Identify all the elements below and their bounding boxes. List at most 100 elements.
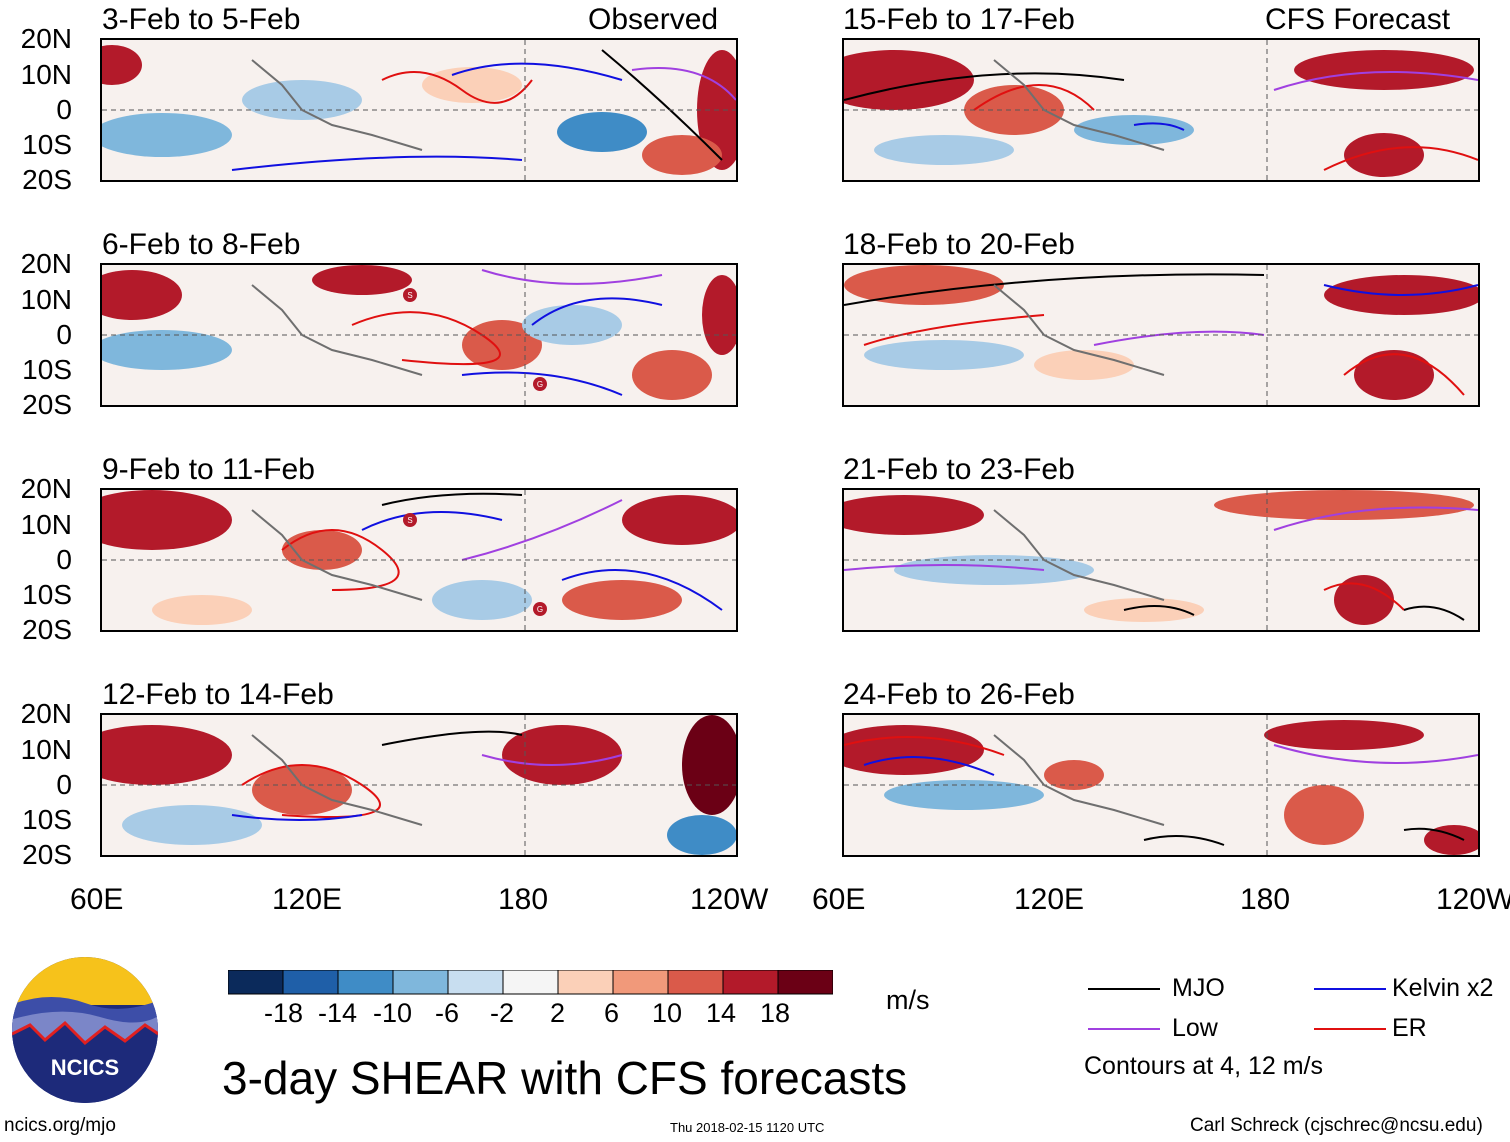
colorbar-swatch bbox=[282, 970, 339, 995]
colorbar-swatch bbox=[777, 970, 833, 995]
colorbar-tick: -2 bbox=[490, 998, 515, 1028]
colorbar-tick: 10 bbox=[652, 998, 683, 1028]
lat-label: 10N bbox=[20, 59, 72, 90]
colorbar-units: m/s bbox=[886, 985, 930, 1015]
lat-label: 10S bbox=[22, 579, 72, 610]
colorbar-tick: -18 bbox=[264, 998, 304, 1028]
storm-marker: S bbox=[403, 513, 417, 527]
lat-label: 20S bbox=[22, 839, 72, 870]
lat-label: 0 bbox=[56, 94, 72, 125]
storm-marker-label: S bbox=[407, 516, 412, 525]
lat-label: 10N bbox=[20, 284, 72, 315]
colorbar-tick: 2 bbox=[550, 998, 566, 1028]
panel-title: 18-Feb to 20-Feb bbox=[843, 228, 1075, 261]
lat-label: 0 bbox=[56, 319, 72, 350]
lat-label: 20N bbox=[20, 698, 72, 729]
lat-label: 20S bbox=[22, 614, 72, 645]
lon-label: 120E bbox=[1014, 883, 1085, 916]
panel-title: 15-Feb to 17-Feb bbox=[843, 3, 1075, 36]
logo-text: NCICS bbox=[51, 1055, 119, 1080]
storm-marker: G bbox=[533, 377, 547, 391]
lon-label: 120W bbox=[690, 883, 769, 916]
legend-label-low: Low bbox=[1172, 1014, 1218, 1042]
colorbar-swatch bbox=[392, 970, 449, 995]
lat-label: 20N bbox=[20, 473, 72, 504]
storm-marker: G bbox=[533, 602, 547, 616]
shear-field bbox=[844, 265, 1478, 405]
storm-marker-label: S bbox=[407, 291, 412, 300]
forecast-label: CFS Forecast bbox=[1265, 3, 1451, 36]
storm-marker-label: G bbox=[537, 605, 543, 614]
shear-field bbox=[844, 715, 1478, 855]
shear-map-forecast-4 bbox=[842, 713, 1480, 857]
legend-line-low bbox=[1088, 1028, 1160, 1030]
lon-label: 120W bbox=[1436, 883, 1510, 916]
lat-label: 20S bbox=[22, 164, 72, 195]
colorbar-swatch bbox=[447, 970, 504, 995]
legend-line-mjo bbox=[1088, 988, 1160, 990]
shear-map-observed-3: S G bbox=[100, 488, 738, 632]
colorbar-tick: -10 bbox=[373, 998, 413, 1028]
shear-map-observed-4 bbox=[100, 713, 738, 857]
lat-label: 10N bbox=[20, 734, 72, 765]
colorbar-tick: -14 bbox=[318, 998, 358, 1028]
lat-label: 20N bbox=[20, 23, 72, 54]
colorbar-swatch bbox=[722, 970, 779, 995]
colorbar-swatch bbox=[557, 970, 614, 995]
colorbar-tick: 14 bbox=[706, 998, 737, 1028]
legend-label-kelvin: Kelvin x2 bbox=[1392, 974, 1494, 1002]
lon-label: 60E bbox=[812, 883, 866, 916]
lon-label: 180 bbox=[498, 883, 549, 916]
lat-label: 0 bbox=[56, 544, 72, 575]
shear-field: S G bbox=[102, 265, 736, 405]
panel-title: 6-Feb to 8-Feb bbox=[102, 228, 301, 261]
lat-label: 20N bbox=[20, 248, 72, 279]
shear-field: S G bbox=[102, 490, 736, 630]
lat-label: 10S bbox=[22, 129, 72, 160]
lat-label: 20S bbox=[22, 389, 72, 420]
colorbar-swatch bbox=[337, 970, 394, 995]
colorbar-tick: 18 bbox=[760, 998, 791, 1028]
colorbar-swatch bbox=[612, 970, 669, 995]
lon-label: 180 bbox=[1240, 883, 1291, 916]
author-credit: Carl Schreck (cjschrec@ncsu.edu) bbox=[1190, 1115, 1483, 1136]
shear-map-forecast-3 bbox=[842, 488, 1480, 632]
shear-map-observed-1 bbox=[100, 38, 738, 182]
storm-marker: S bbox=[403, 288, 417, 302]
site-url: ncics.org/mjo bbox=[4, 1115, 116, 1136]
figure-title: 3-day SHEAR with CFS forecasts bbox=[222, 1052, 908, 1104]
panel-title: 21-Feb to 23-Feb bbox=[843, 453, 1075, 486]
shear-field bbox=[102, 715, 736, 855]
panel-title: 12-Feb to 14-Feb bbox=[102, 678, 334, 711]
colorbar-tick: -6 bbox=[435, 998, 460, 1028]
lat-label: 10S bbox=[22, 804, 72, 835]
shear-field bbox=[102, 40, 736, 180]
shear-field bbox=[844, 40, 1478, 180]
lat-label: 0 bbox=[56, 769, 72, 800]
shear-map-forecast-1 bbox=[842, 38, 1480, 182]
timestamp: Thu 2018-02-15 1120 UTC bbox=[670, 1120, 825, 1135]
panel-title: 24-Feb to 26-Feb bbox=[843, 678, 1075, 711]
ncics-logo-graphic: NCICS bbox=[12, 957, 158, 1103]
colorbar-swatch bbox=[667, 970, 724, 995]
shear-map-observed-2: S G bbox=[100, 263, 738, 407]
ncics-logo: NCICS bbox=[10, 955, 160, 1105]
colorbar-swatch bbox=[228, 970, 284, 995]
lon-label: 120E bbox=[272, 883, 343, 916]
legend-label-mjo: MJO bbox=[1172, 974, 1225, 1002]
observed-label: Observed bbox=[588, 3, 719, 36]
legend-line-kelvin bbox=[1314, 988, 1386, 990]
lat-label: 10S bbox=[22, 354, 72, 385]
legend-label-er: ER bbox=[1392, 1014, 1427, 1042]
shear-field bbox=[844, 490, 1478, 630]
storm-marker-label: G bbox=[537, 380, 543, 389]
lon-label: 60E bbox=[70, 883, 124, 916]
colorbar-tick: 6 bbox=[604, 998, 620, 1028]
colorbar-swatch bbox=[502, 970, 559, 995]
contour-note: Contours at 4, 12 m/s bbox=[1084, 1052, 1324, 1080]
colorbar-bar bbox=[228, 970, 833, 995]
panel-title: 3-Feb to 5-Feb bbox=[102, 3, 301, 36]
legend-line-er bbox=[1314, 1028, 1386, 1030]
panel-title: 9-Feb to 11-Feb bbox=[102, 453, 315, 486]
lat-label: 10N bbox=[20, 509, 72, 540]
